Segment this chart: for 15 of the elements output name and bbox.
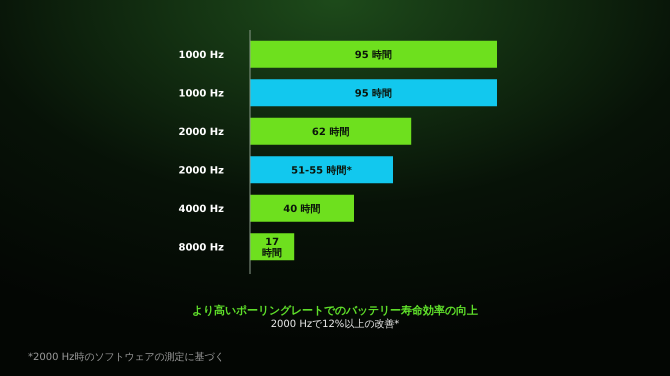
text: より高いポーリングレートでのバッテリー寿命効率の向上	[192, 304, 478, 317]
data-label: 95 時間	[354, 87, 392, 100]
data-label: 40 時間	[283, 202, 321, 215]
text: 2000 Hzで12%以上の改善*	[270, 318, 400, 330]
y-tick-label: 8000 Hz	[178, 242, 224, 254]
y-tick-label: 4000 Hz	[178, 204, 224, 215]
y-tick-label: 2000 Hz	[178, 126, 224, 138]
data-label: 62 時間	[312, 126, 350, 138]
data-label: 17 時間	[262, 236, 282, 259]
y-tick-label: 2000 Hz	[178, 165, 224, 176]
text: *2000 Hz時のソフトウェアの測定に基づく	[28, 351, 224, 363]
y-tick-label: 1000 Hz	[178, 50, 224, 61]
data-label: 95 時間	[354, 48, 392, 61]
y-tick-label: 1000 Hz	[178, 88, 224, 100]
data-label: 51-55 時間*	[291, 164, 353, 176]
